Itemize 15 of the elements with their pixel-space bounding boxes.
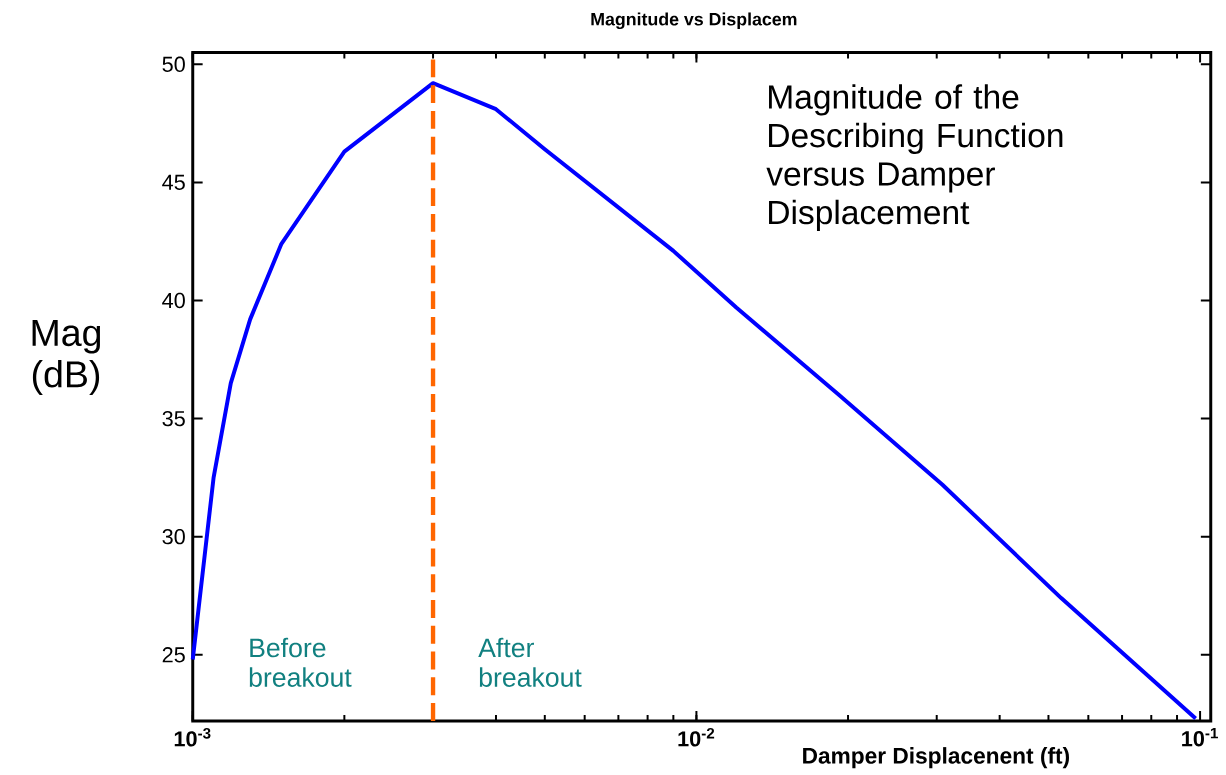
y-tick-label: 45	[162, 174, 185, 191]
y-axis-title: Mag (dB)	[32, 320, 101, 396]
x-axis-title: Damper Displacenent (ft)	[803, 747, 1070, 769]
y-tick-label: 40	[162, 292, 185, 309]
y-tick-label: 25	[162, 647, 185, 663]
x-tick-label: 10$^{-2}$	[678, 727, 715, 747]
annotation: Before breakout	[249, 637, 352, 687]
x-tick-label: 10$^{-3}$	[174, 727, 211, 747]
y-tick-label: 30	[162, 529, 185, 545]
y-tick-label: 35	[162, 411, 185, 427]
annotation: After breakout	[478, 637, 582, 687]
annotation: Magnitude of the Describing Function versus Damper Displacement	[766, 84, 1063, 232]
x-tick-label: 10$^{-1}$	[1182, 727, 1218, 747]
chart-title: Magnitude vs Displacem	[591, 12, 797, 30]
y-tick-label: 50	[162, 56, 185, 73]
